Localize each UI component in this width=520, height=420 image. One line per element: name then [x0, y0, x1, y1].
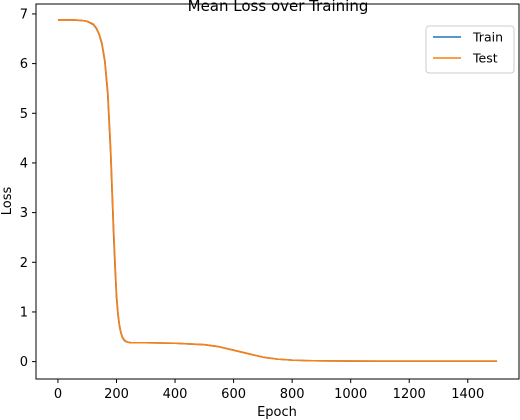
- legend-label-train: Train: [472, 30, 503, 45]
- x-tick-label: 0: [54, 387, 62, 402]
- series-line-test: [57, 19, 498, 362]
- x-tick-label: 400: [163, 387, 188, 402]
- x-tick-label: 1400: [451, 387, 484, 402]
- x-tick-label: 1200: [393, 387, 426, 402]
- x-tick-label: 200: [104, 387, 129, 402]
- x-tick-label: 600: [221, 387, 246, 402]
- legend-label-test: Test: [472, 51, 498, 66]
- y-axis-label: Loss: [0, 187, 15, 216]
- y-tick-label: 1: [20, 305, 28, 320]
- x-tick-label: 800: [280, 387, 305, 402]
- plot-frame: [35, 3, 520, 380]
- y-tick-label: 0: [20, 355, 28, 370]
- y-tick-label: 5: [20, 107, 28, 122]
- y-tick-label: 3: [20, 206, 28, 221]
- y-tick-label: 6: [20, 57, 28, 72]
- series-group: [57, 19, 498, 362]
- x-tick-label: 1000: [334, 387, 367, 402]
- y-tick-label: 4: [20, 156, 28, 171]
- y-axis-ticks: 0 1 2 3 4 5 6 7: [20, 7, 36, 370]
- x-axis-label: Epoch: [257, 405, 297, 420]
- chart-title: Mean Loss over Training: [188, 0, 369, 15]
- legend: Train Test: [425, 25, 515, 74]
- y-tick-label: 2: [20, 256, 28, 271]
- x-axis-ticks: 0 200 400 600 800 1000 1200 1400: [54, 379, 484, 402]
- y-tick-label: 7: [20, 7, 28, 22]
